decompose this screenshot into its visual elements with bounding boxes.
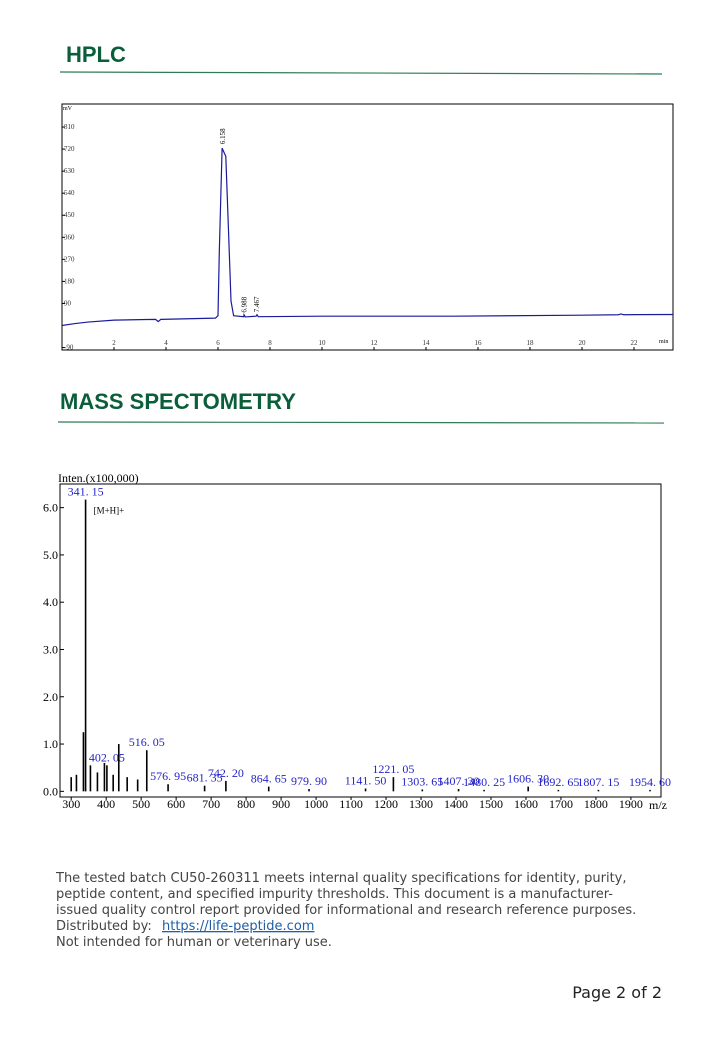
x-tick-label: 4 (164, 339, 168, 347)
x-tick-label: 1000 (304, 797, 328, 811)
notice-line: peptide content, and specified impurity … (56, 887, 613, 902)
x-tick-label: 18 (527, 339, 535, 347)
x-tick-label: 14 (423, 339, 431, 347)
peak-label: 1303. 65 (401, 774, 443, 788)
notice-line: The tested batch CU50-260311 meets inter… (55, 871, 627, 886)
section-heading: MASS SPECTOMETRY (60, 389, 296, 414)
peak-label: 979. 90 (291, 774, 327, 788)
x-tick-label: 8 (268, 339, 272, 347)
x-tick-label: 1500 (479, 797, 503, 811)
page-number: Page 2 of 2 (572, 983, 662, 1002)
peak-label: 1407. 30 (438, 774, 480, 788)
y-tick-label: -90 (64, 344, 74, 352)
peak-label: 1692. 65 (537, 775, 579, 789)
x-tick-label: 10 (319, 339, 327, 347)
y-tick-label: 180 (64, 277, 75, 285)
x-tick-label: 6 (216, 339, 220, 347)
x-tick-label: 300 (62, 797, 80, 811)
y-tick-label: 4.0 (43, 595, 58, 609)
x-tick-label: 500 (132, 797, 150, 811)
trace (61, 147, 674, 327)
peak-label: 1807. 15 (577, 775, 619, 789)
y-tick-label: 720 (64, 145, 75, 153)
x-tick-label: 1700 (549, 797, 573, 811)
peak-label: 1954. 60 (629, 775, 671, 789)
peak-label: 516. 05 (129, 735, 165, 749)
x-tick-label: 800 (237, 797, 255, 811)
x-axis-title: m/z (649, 798, 667, 812)
x-tick-label: 400 (97, 797, 115, 811)
peak-label: 864. 65 (251, 772, 287, 786)
peak-label: 402. 05 (89, 750, 125, 764)
x-tick-label: 12 (371, 339, 379, 347)
x-tick-label: 1200 (374, 797, 398, 811)
section-heading: HPLC (66, 42, 126, 67)
peak-label: 7.467 (253, 296, 261, 312)
distributed-label: Distributed by: (56, 919, 152, 934)
x-tick-label: 2 (112, 339, 116, 347)
x-tick-label: 1100 (339, 797, 363, 811)
y-tick-label: 5.0 (43, 548, 58, 562)
x-tick-label: 1600 (514, 797, 538, 811)
y-unit: mV (63, 106, 73, 112)
y-tick-label: 630 (64, 167, 75, 175)
y-tick-label: 810 (64, 123, 75, 131)
y-tick-label: 2.0 (43, 690, 58, 704)
plot-frame (61, 103, 674, 351)
peak-label: 681. 35 (187, 771, 223, 785)
annotation: [M+H]+ (94, 506, 125, 516)
x-tick-label: 16 (475, 339, 483, 347)
disclaimer: Not intended for human or veterinary use… (56, 935, 332, 950)
x-tick-label: 1900 (619, 797, 643, 811)
peak-label: 576. 95 (150, 769, 186, 783)
x-tick-label: 700 (202, 797, 220, 811)
y-tick-label: 540 (64, 189, 75, 197)
x-tick-label: 600 (167, 797, 185, 811)
x-tick-label: 20 (579, 339, 587, 347)
notice-line: issued quality control report provided f… (56, 903, 636, 918)
y-tick-label: 90 (64, 299, 72, 307)
x-unit: min (659, 339, 668, 345)
link[interactable]: https://life-peptide.com (162, 919, 314, 934)
x-tick-label: 1800 (584, 797, 608, 811)
y-tick-label: 450 (64, 211, 75, 219)
peak-label: 1221. 05 (372, 762, 414, 776)
x-tick-label: 22 (631, 339, 639, 347)
y-tick-label: 6.0 (43, 501, 58, 515)
peak-label: 1480. 25 (463, 775, 505, 789)
peak-label: 341. 15 (68, 485, 104, 499)
peak-label: 6.158 (219, 128, 227, 144)
y-tick-label: 360 (64, 233, 75, 241)
x-tick-label: 1300 (409, 797, 433, 811)
peak-label: 742. 20 (208, 766, 244, 780)
peak-label: 6.988 (241, 296, 249, 312)
peak-label: 1141. 50 (345, 773, 387, 787)
y-tick-label: 1.0 (43, 737, 58, 751)
x-tick-label: 900 (272, 797, 290, 811)
y-axis-title: Inten.(x100,000) (58, 471, 139, 485)
y-tick-label: 3.0 (43, 642, 58, 656)
y-tick-label: 0.0 (43, 784, 58, 798)
peak-label: 1606. 30 (507, 772, 549, 786)
x-tick-label: 1400 (444, 797, 468, 811)
y-tick-label: 270 (64, 255, 75, 263)
plot-frame (59, 483, 662, 798)
heading-rule (59, 71, 663, 75)
heading-rule (57, 421, 665, 424)
